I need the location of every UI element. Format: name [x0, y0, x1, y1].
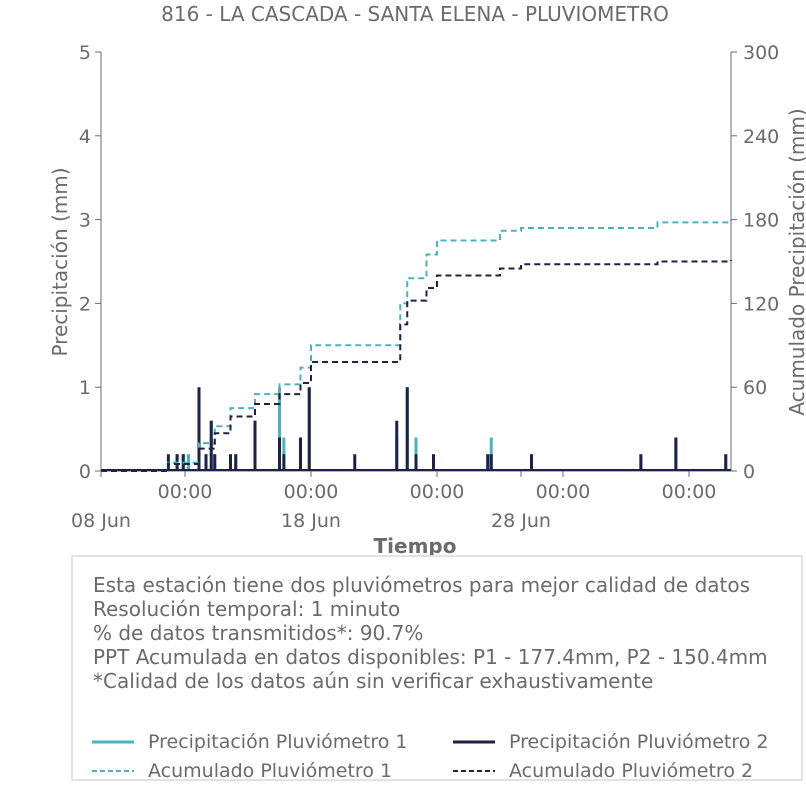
legend-swatch-solid-navy — [453, 740, 495, 744]
legend-swatch-dashed-teal — [92, 770, 134, 772]
bars-layer — [101, 387, 731, 471]
note-line: Esta estación tiene dos pluviómetros par… — [93, 573, 751, 597]
legend-label: Acumulado Pluviómetro 1 — [148, 760, 393, 782]
cumulative-line-3 — [101, 260, 732, 472]
y-tick-label: 3 — [79, 210, 91, 232]
y-tick-label: 0 — [79, 461, 91, 483]
y-right-tick-label: 120 — [743, 293, 779, 315]
legend-item-a1: Acumulado Pluviómetro 1 — [92, 760, 392, 782]
legend-item-p2: Precipitación Pluviómetro 2 — [453, 731, 769, 753]
y-tick-label: 2 — [79, 293, 91, 315]
y-axis-right-label: Acumulado Precipitación (mm) — [785, 108, 806, 415]
legend-swatch-dashed-navy — [453, 770, 495, 772]
chart-title: 816 - LA CASCADA - SANTA ELENA - PLUVIOM… — [161, 2, 669, 26]
x-axis-label: Tiempo — [374, 534, 457, 558]
note-line: *Calidad de los datos aún sin verificar … — [93, 669, 654, 693]
note-line: Resolución temporal: 1 minuto — [93, 597, 401, 621]
x-tick-label: 00:00 — [662, 481, 717, 503]
note-line: % de datos transmitidos*: 90.7% — [93, 621, 424, 645]
x-tick-label: 00:00 — [410, 481, 465, 503]
y-tick-label: 1 — [79, 377, 91, 399]
y-right-tick-label: 0 — [743, 461, 755, 483]
station-notes: Esta estación tiene dos pluviómetros par… — [93, 573, 768, 693]
legend-label: Acumulado Pluviómetro 2 — [509, 760, 754, 782]
x-tick-label: 00:00 — [158, 481, 213, 503]
note-line: PPT Acumulada en datos disponibles: P1 -… — [93, 645, 768, 669]
legend-label: Precipitación Pluviómetro 2 — [509, 731, 769, 753]
y-right-tick-label: 300 — [743, 42, 779, 64]
x-tick-label: 00:00 — [284, 481, 339, 503]
x-date-label: 18 Jun — [281, 510, 341, 532]
x-tick-label: 00:00 — [536, 481, 591, 503]
ticks-layer: 0 1 2 3 4 5 0 60 120 180 240 300 00:00 00:00 00:00 00:0… — [71, 42, 779, 532]
y-right-tick-label: 240 — [743, 126, 779, 148]
legend-label: Precipitación Pluviómetro 1 — [148, 731, 408, 753]
y-right-tick-label: 60 — [743, 377, 767, 399]
y-right-tick-label: 180 — [743, 210, 779, 232]
cumulative-line-2 — [101, 219, 732, 472]
cumulative-lines-layer — [101, 219, 732, 472]
x-date-label: 08 Jun — [71, 510, 131, 532]
legend-swatch-solid-teal — [92, 740, 134, 744]
precipitation-chart: 816 - LA CASCADA - SANTA ELENA - PLUVIOM… — [48, 2, 806, 558]
x-date-label: 28 Jun — [491, 510, 551, 532]
info-box: Esta estación tiene dos pluviómetros par… — [71, 555, 803, 782]
legend-item-a2: Acumulado Pluviómetro 2 — [453, 760, 753, 782]
y-axis-label: Precipitación (mm) — [48, 167, 72, 356]
axes — [100, 52, 732, 472]
y-tick-label: 4 — [79, 126, 91, 148]
legend-item-p1: Precipitación Pluviómetro 1 — [92, 731, 408, 753]
y-tick-label: 5 — [79, 42, 91, 64]
